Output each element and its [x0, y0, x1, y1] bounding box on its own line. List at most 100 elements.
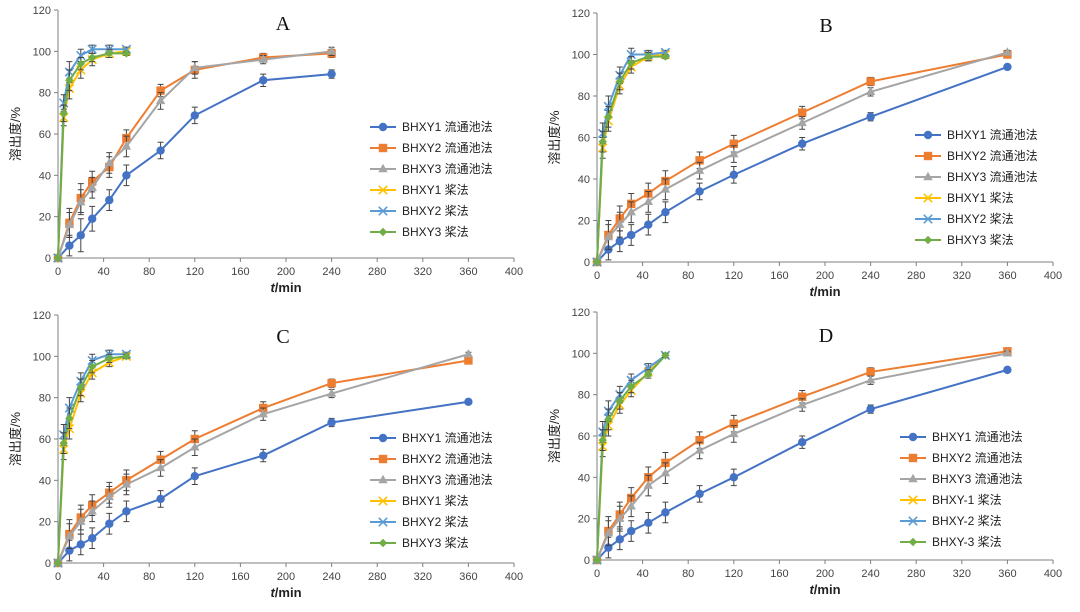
panel-d-series-1-point: [627, 526, 636, 536]
panel-c-legend-swatch-marker: [378, 496, 388, 506]
panel-a-legend-swatch-marker: [378, 206, 388, 216]
panel-c-chart: 0 20 40 60 80 100 120 0 40 80 120 160 200 240 280 320 36…: [8, 310, 523, 600]
panel-d-x-tick-label: 120: [725, 568, 743, 580]
panel-c-series-6-point: [105, 354, 114, 363]
panel-c-series-1-point: [259, 451, 268, 460]
panel-b-legend-swatch-marker: [923, 130, 933, 140]
panel-c-series-6-point: [122, 352, 131, 361]
panel-a-x-tick-label: 400: [505, 266, 523, 278]
panel-d-series-1-point: [798, 438, 807, 447]
panel-a-x-tick-label: 360: [459, 266, 477, 278]
panel-d-series-6-point: [615, 396, 624, 406]
panel-d-x-tick-label: 240: [861, 568, 879, 580]
panel-a-y-tick-label: 100: [33, 46, 51, 58]
panel-d-y-tick-label: 40: [578, 472, 590, 484]
panel-b-series-1-point: [627, 230, 636, 240]
panel-b-x-tick-label: 360: [998, 270, 1016, 282]
panel-d-legend-swatch-marker: [908, 473, 918, 483]
panel-c-y-tick-label: 20: [39, 517, 51, 529]
panel-a-series-2: [53, 48, 336, 263]
panel-d-legend-entry-6: BHXY-3 桨法: [932, 535, 1002, 549]
panel-a-y-tick-label: 80: [39, 88, 51, 100]
panel-b-x-tick-label: 240: [861, 270, 879, 282]
panel-d-legend-swatch-marker: [908, 516, 918, 526]
panel-a-y-tick-label: 20: [39, 212, 51, 224]
panel-d-x-tick-label: 40: [636, 568, 648, 580]
panel-b-legend-entry-2: BHXY2 流通池法: [947, 149, 1038, 163]
panel-b-legend-swatch-marker: [923, 214, 933, 224]
panel-b-series-6-point: [604, 112, 613, 121]
panel-b-series-2-line: [596, 53, 1008, 263]
panel-a-series-2-line: [57, 52, 332, 259]
panel-c-legend-swatch-marker: [378, 474, 388, 484]
panel-b-y-tick-label: 20: [578, 216, 590, 228]
panel-a-x-tick-label: 320: [414, 266, 432, 278]
panel-a-series-1-point: [88, 214, 97, 223]
panel-c-series-2-point: [327, 379, 336, 388]
panel-d-x-tick-label: 320: [953, 568, 971, 580]
panel-b-legend-entry-6: BHXY3 桨法: [947, 233, 1014, 247]
panel-d-y-tick-label: 20: [578, 514, 590, 526]
panel-a-series-1-point: [259, 76, 268, 85]
panel-c-legend-swatch-marker: [378, 433, 388, 443]
panel-a-series-3: [53, 46, 337, 262]
panel-a-title: A: [276, 13, 291, 35]
panel-a-y-tick-label: 60: [39, 129, 51, 141]
panel-d-legend: BHXY1 流通池法 BHXY2 流通池法 BHXY3 流通池法 BHXY-1 桨法 B…: [900, 430, 1023, 549]
panel-b-x-tick-label: 320: [953, 270, 971, 282]
panel-d-series-3-point: [626, 501, 636, 510]
panel-c-series-6-point: [76, 383, 85, 392]
panel-c-series-3-point: [190, 442, 200, 451]
panel-b-legend-swatch-marker: [923, 151, 933, 161]
panel-b-series-1-point: [866, 112, 875, 121]
panel-d-x-tick-label: 280: [907, 568, 925, 580]
panel-d-series-6-point: [598, 435, 607, 445]
panel-c-series-1-point: [105, 519, 114, 528]
panel-c-legend-entry-5: BHXY2 桨法: [402, 515, 469, 529]
panel-c-x-axis-label-var: t: [270, 585, 275, 600]
panel-a-series-3-point: [104, 157, 114, 167]
panel-b-series-3-point: [643, 196, 653, 206]
panel-a-series-1-point: [76, 231, 86, 240]
panel-d-y-tick-label: 80: [578, 390, 590, 402]
panel-a-legend-swatch-marker: [378, 163, 388, 173]
panel-a-x-tick-label: 200: [277, 266, 295, 278]
panel-d-legend-swatch-marker: [908, 453, 918, 463]
panel-d-series-3-point: [729, 428, 739, 438]
panel-a-series-3-point: [258, 54, 268, 63]
panel-a-x-tick-label: 160: [231, 266, 249, 278]
panel-a-series-6-point: [88, 53, 97, 62]
panel-c-series-1-point: [156, 494, 165, 504]
panel-a-x-tick-label: 280: [368, 266, 386, 278]
panel-a-legend-entry-2: BHXY2 流通池法: [402, 141, 493, 155]
panel-b-series-1-line: [596, 66, 1008, 263]
panel-d-x-axis-label-unit: /min: [814, 582, 841, 597]
panel-c-series-3-point: [463, 349, 474, 358]
panel-d-series-6-point: [604, 415, 613, 424]
panel-c-legend-entry-3: BHXY3 流通池法: [402, 473, 493, 487]
panel-b-series-3-point: [1002, 47, 1013, 56]
panel-b-x-tick-label: 80: [682, 270, 694, 282]
panel-c-legend-entry-2: BHXY2 流通池法: [402, 452, 493, 466]
panel-b-series-2-point: [729, 139, 738, 148]
panel-b-x-tick-label: 40: [636, 270, 648, 282]
panel-a-series-1-point: [327, 69, 336, 79]
panel-a-series-3-point: [64, 219, 75, 229]
panel-c-series-3-point: [87, 506, 97, 515]
panel-b-x-tick-label: 120: [725, 270, 743, 282]
panel-d-series-1-point: [661, 508, 670, 517]
panel-a-series-3-point: [121, 141, 132, 150]
panel-a-y-tick-label: 40: [39, 170, 51, 182]
panel-d-legend-swatch-marker: [908, 495, 918, 505]
panel-a-x-axis-label-var: t: [270, 280, 275, 295]
panel-b-series-6-point: [615, 77, 624, 86]
panel-c-y-tick-label: 120: [33, 310, 51, 322]
panel-d-title: D: [819, 325, 833, 347]
panel-a-x-tick-label: 0: [55, 266, 61, 278]
panel-c-x-tick-label: 200: [277, 571, 295, 583]
panel-b-series-3-point: [797, 117, 807, 127]
panel-d-series-6-point: [592, 555, 602, 565]
panel-b-series-1-point: [1003, 62, 1012, 72]
panel-d-x-tick-label: 80: [682, 568, 694, 580]
